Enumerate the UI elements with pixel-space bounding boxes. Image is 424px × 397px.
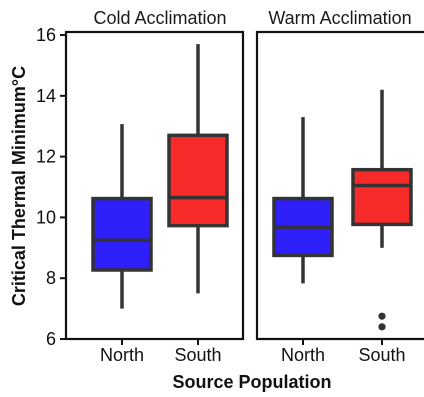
box-south [351,167,413,227]
y-tick-label: 6 [46,329,56,349]
outlier-point [378,323,386,331]
x-tick-label: North [281,345,325,365]
y-tick-label: 8 [46,268,56,288]
panel-title-warm: Warm Acclimation [268,8,411,28]
outlier-point [378,312,386,320]
x-tick-label: South [174,345,221,365]
y-tick-label: 10 [36,207,56,227]
x-axis: North South North South [100,339,406,365]
panel-cold-acclimation [91,44,229,309]
y-tick-label: 14 [36,86,56,106]
panel-warm-frame [255,30,424,341]
box-south [167,133,229,228]
y-tick-label: 16 [36,25,56,45]
x-tick-label: South [358,345,405,365]
panel-cold-frame [64,30,245,341]
box-north [91,196,153,272]
y-axis-title: Critical Thermal Minimum°C [9,66,29,306]
y-axis: 6 8 10 12 14 16 [36,25,66,349]
y-tick-label: 12 [36,147,56,167]
panel-title-cold: Cold Acclimation [93,8,226,28]
panel-warm-acclimation [272,89,413,331]
x-axis-title: Source Population [172,372,331,392]
x-tick-label: North [100,345,144,365]
